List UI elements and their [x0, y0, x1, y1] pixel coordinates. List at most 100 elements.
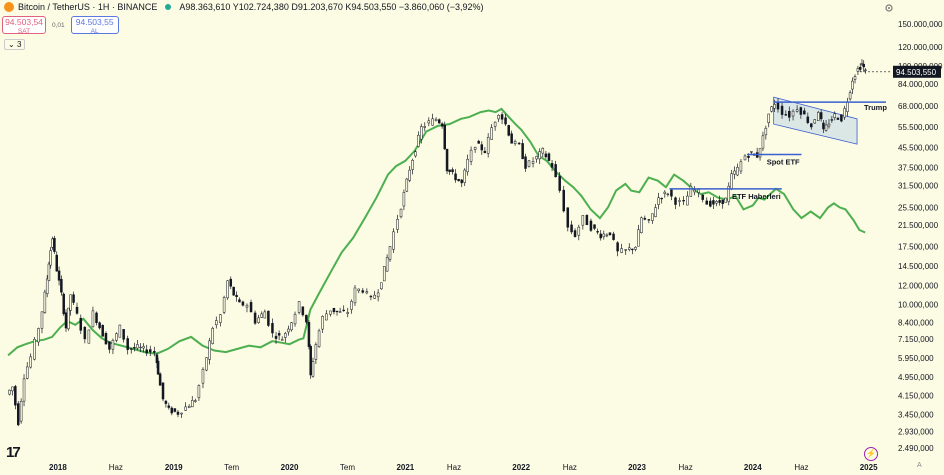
candle-body: [701, 194, 704, 200]
candle-body: [853, 76, 857, 80]
candle-body: [466, 158, 469, 173]
candle-body: [637, 229, 640, 247]
candle-body: [161, 382, 165, 400]
candle-body: [353, 287, 357, 304]
candle-body: [274, 335, 278, 339]
candle-body: [130, 348, 133, 350]
candle-body: [335, 310, 339, 313]
candle-body: [145, 349, 148, 354]
candle-body: [14, 386, 17, 406]
candle-body: [321, 316, 324, 330]
candle-body: [226, 280, 229, 299]
symbol-title[interactable]: Bitcoin / TetherUS · 1H · BINANCE: [18, 2, 158, 12]
candle-body: [191, 400, 194, 408]
x-tick-label: 2020: [281, 463, 299, 472]
bitcoin-icon: [4, 2, 14, 12]
candle-body: [460, 179, 463, 184]
candle-body: [824, 124, 828, 131]
candle-body: [290, 322, 293, 331]
x-tick-label: 2025: [860, 463, 878, 472]
candle-body: [133, 347, 136, 349]
y-tick-label: 84.000,000: [898, 80, 939, 89]
y-tick-label: 5.950,000: [898, 354, 934, 363]
candle-body: [317, 330, 321, 347]
candle-body: [408, 169, 411, 181]
candle-body: [443, 124, 446, 150]
y-tick-label: 25.500,000: [898, 203, 939, 212]
candle-body: [8, 389, 11, 395]
candle-body: [705, 200, 709, 205]
market-open-icon: [165, 4, 172, 10]
candle-body: [747, 155, 750, 158]
candle-body: [693, 189, 696, 193]
candle-body: [420, 126, 423, 140]
candle-body: [848, 92, 852, 100]
candle-body: [816, 112, 820, 121]
candle-body: [402, 192, 406, 207]
y-tick-label: 12.000,000: [898, 281, 939, 290]
candle-body: [414, 151, 417, 157]
candle-body: [822, 122, 825, 130]
candle-body: [724, 197, 728, 203]
y-tick-label: 2.930,000: [898, 427, 934, 436]
candle-body: [229, 278, 233, 287]
candle-body: [67, 307, 70, 330]
candle-body: [69, 294, 72, 311]
lightning-icon[interactable]: ⚡: [864, 447, 878, 461]
indicators-toggle[interactable]: ⌄ 3: [4, 39, 26, 50]
buy-button[interactable]: 94.503,55 AL: [70, 16, 119, 35]
candle-body: [280, 339, 284, 341]
candle-body: [40, 311, 44, 329]
candle-body: [267, 310, 270, 326]
candle-body: [434, 118, 438, 122]
candle-body: [293, 313, 297, 325]
candle-body: [309, 345, 312, 376]
candle-body: [98, 322, 101, 329]
candle-body: [22, 378, 26, 402]
candle-body: [238, 299, 241, 303]
candle-body: [550, 163, 554, 168]
candle-body: [219, 314, 222, 323]
candle-body: [57, 270, 61, 281]
trade-panel: 94.503,54 SAT 0,01 94.503,55 AL: [2, 16, 119, 35]
candle-body: [11, 386, 14, 392]
candle-body: [136, 344, 139, 349]
candle-body: [241, 301, 245, 306]
candle-body: [307, 322, 311, 347]
candle-body: [457, 179, 460, 182]
candle-body: [504, 117, 507, 125]
settings-icon[interactable]: [884, 3, 894, 13]
spread-value: 0,01: [52, 21, 65, 29]
candle-body: [640, 217, 643, 233]
candle-body: [715, 201, 718, 204]
last-price-tag: [893, 65, 941, 78]
sell-button[interactable]: 94.503,54 SAT: [2, 16, 46, 35]
axis-scale-icon[interactable]: A: [917, 462, 922, 469]
candle-body: [643, 217, 647, 220]
candle-body: [440, 123, 444, 127]
candle-body: [329, 310, 332, 315]
candle-body: [187, 405, 191, 409]
candle-body: [689, 185, 693, 197]
candle-body: [827, 123, 831, 127]
y-tick-label: 120.000,000: [898, 43, 943, 52]
candle-body: [605, 234, 609, 237]
candle-body: [253, 312, 257, 324]
candle-body: [25, 366, 29, 379]
candle-body: [570, 224, 573, 233]
candle-body: [64, 312, 68, 329]
candle-body: [277, 333, 281, 336]
candle-body: [263, 311, 267, 319]
tradingview-logo: 17: [6, 444, 21, 461]
indicator-count: 3: [16, 40, 22, 49]
candle-body: [205, 357, 208, 371]
candle-body: [521, 143, 524, 160]
candle-body: [776, 101, 780, 110]
sell-label: SAT: [17, 28, 31, 35]
candle-body: [346, 312, 349, 314]
candle-body: [301, 306, 305, 316]
candle-body: [517, 142, 521, 145]
candle-body: [562, 189, 565, 212]
candle-body: [176, 411, 180, 415]
